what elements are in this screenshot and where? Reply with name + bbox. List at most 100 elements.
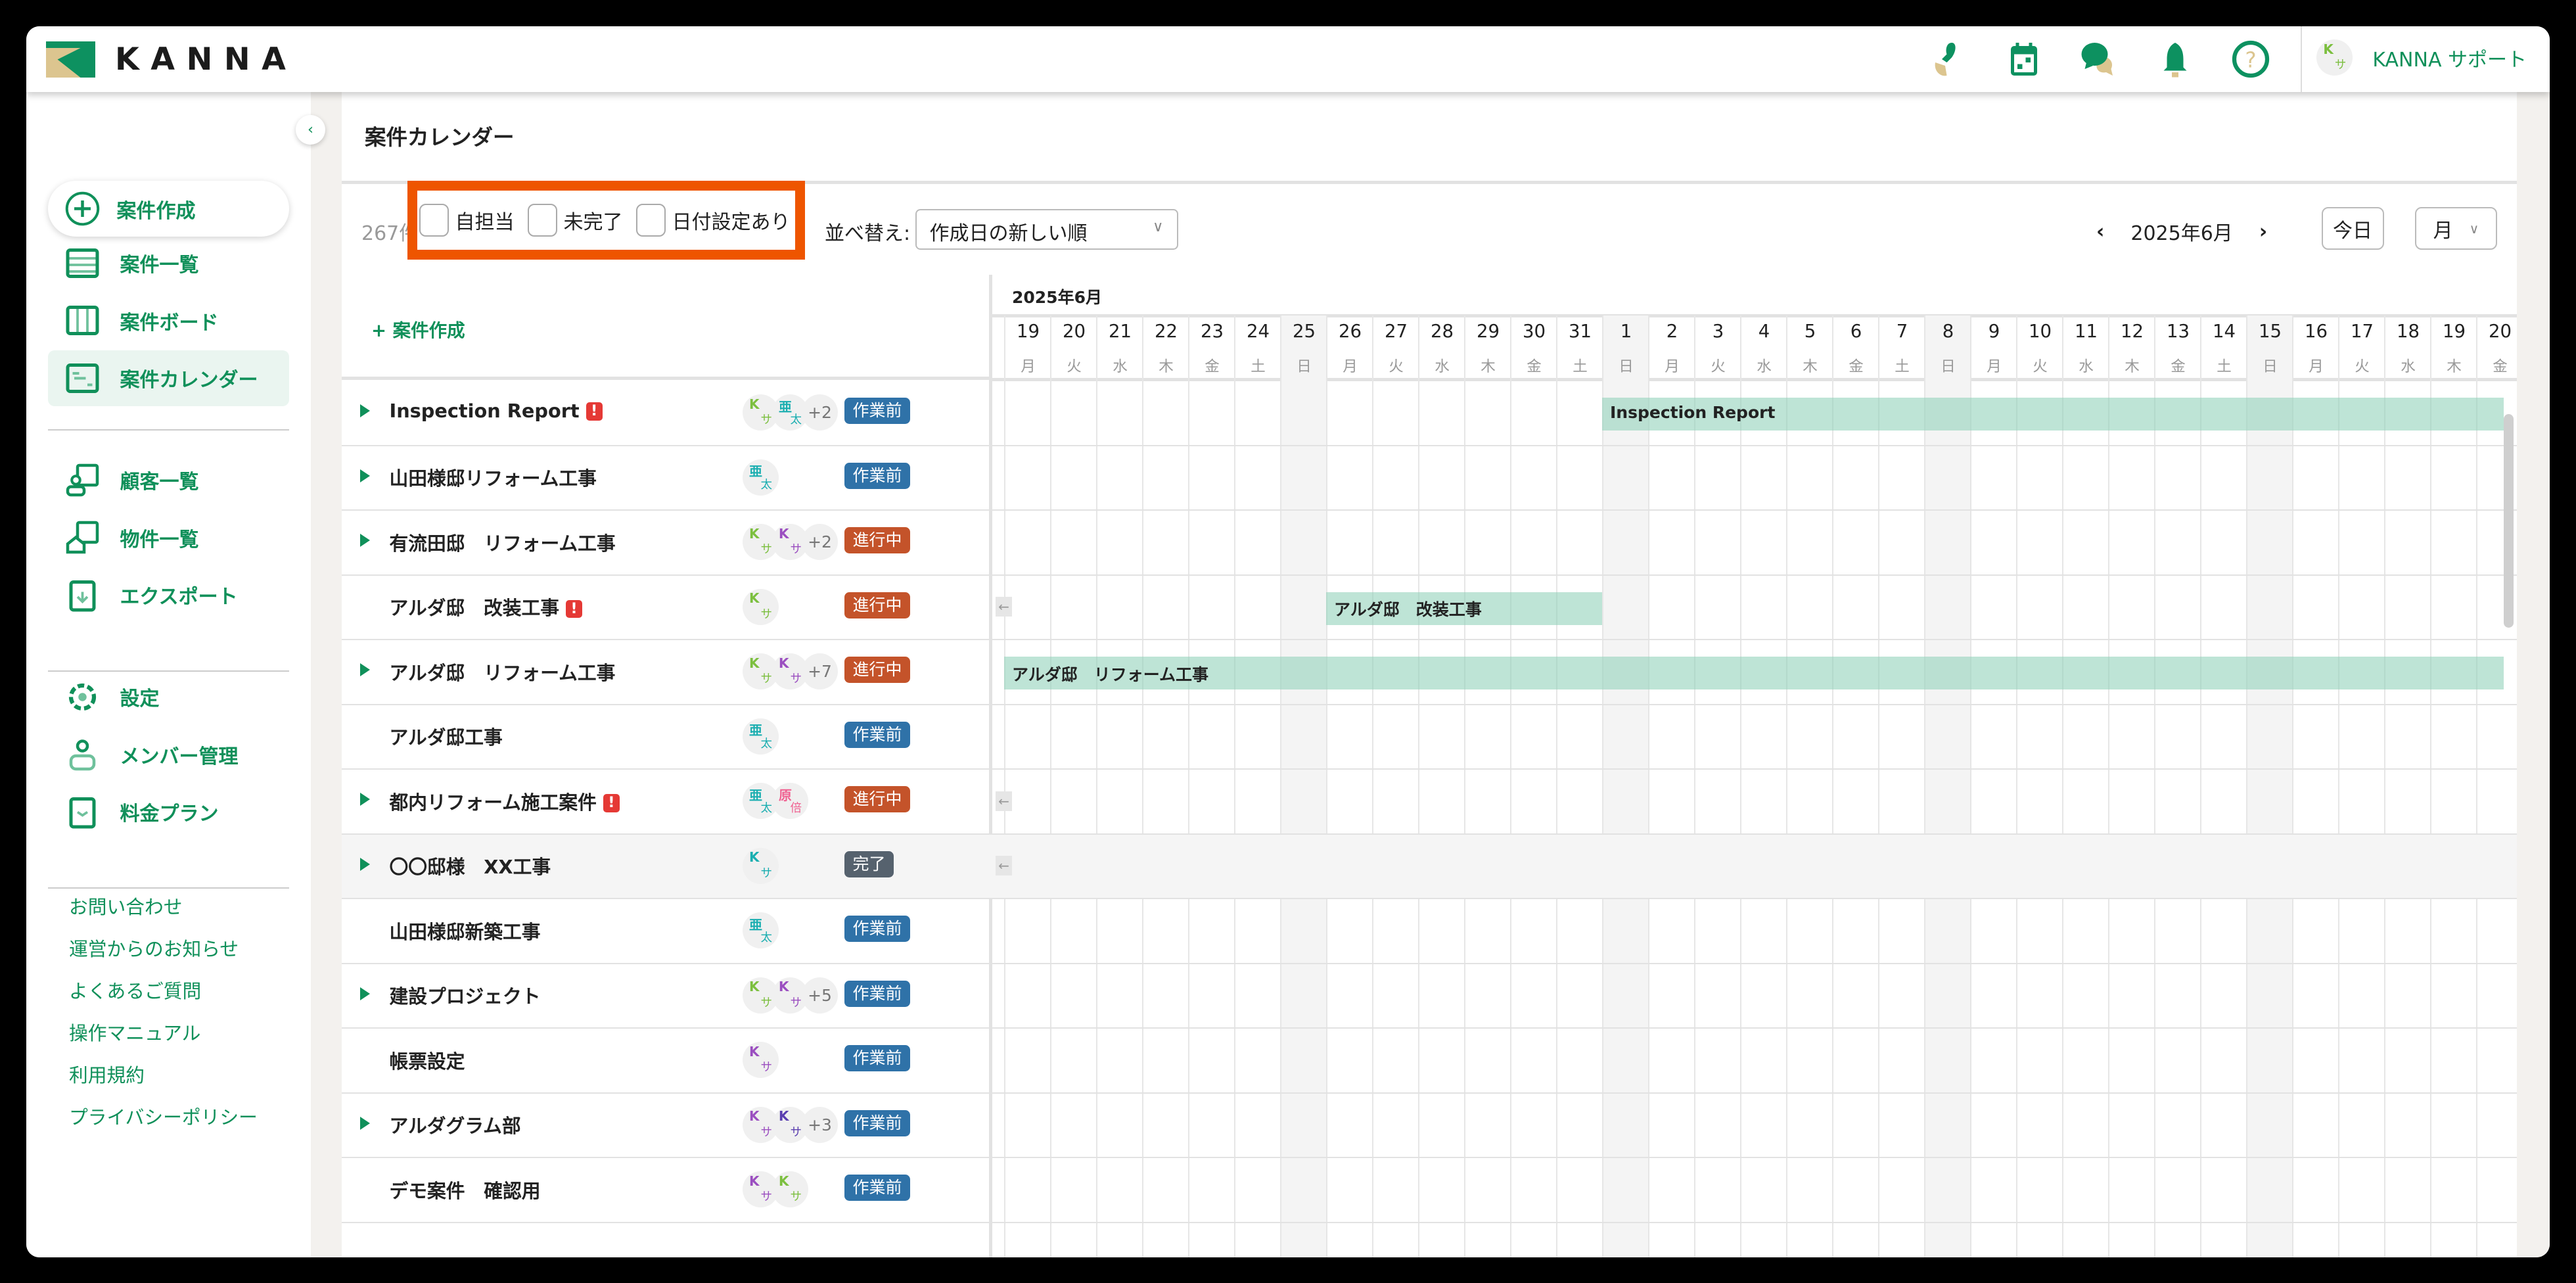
expand-triangle-icon[interactable] <box>359 469 370 482</box>
project-name[interactable]: アルダ邸工事 <box>390 723 503 750</box>
project-row[interactable]: 〇〇邸様 XX工事 K サ 完了 ← <box>342 834 2517 899</box>
project-name[interactable]: 山田様邸新築工事 <box>390 918 541 945</box>
schedule-bar[interactable]: Inspection Report <box>1601 398 2504 431</box>
create-case-button[interactable]: 案件作成 <box>48 181 290 237</box>
project-row[interactable]: アルダグラム部 K サ K サ +3 作業前 <box>342 1094 2517 1158</box>
vertical-scrollbar[interactable] <box>2504 414 2514 628</box>
day-number: 30 <box>1523 320 1546 342</box>
project-row[interactable]: 山田様邸新築工事 亜太 作業前 <box>342 899 2517 964</box>
project-name[interactable]: 山田様邸リフォーム工事 <box>390 464 597 491</box>
avatar-initial: K <box>779 1108 789 1124</box>
calendar-icon <box>66 363 99 393</box>
project-row[interactable]: アルダ邸工事 亜太 作業前 <box>342 705 2517 770</box>
project-row[interactable]: アルダ邸 リフォーム工事 K サ K サ +7 進行中 アルダ邸 リフォーム工事 <box>342 640 2517 705</box>
schedule-bar[interactable]: アルダ邸 リフォーム工事 <box>1003 657 2504 689</box>
logo-text: KANNA <box>115 41 298 78</box>
next-month-button[interactable]: › <box>2259 220 2268 243</box>
project-name[interactable]: 〇〇邸様 XX工事 <box>390 852 551 879</box>
day-number: 19 <box>1017 320 1040 342</box>
day-weekday: 月 <box>1987 358 2002 375</box>
project-name[interactable]: 有流田邸 リフォーム工事 <box>390 529 616 556</box>
project-row[interactable]: アルダ邸 改装工事! K サ 進行中 ← アルダ邸 改装工事 <box>342 576 2517 640</box>
status-badge: 作業前 <box>844 980 911 1007</box>
sort-select[interactable]: 作成日の新しい順 ∨ <box>915 208 1178 250</box>
schedule-bar[interactable]: アルダ邸 改装工事 <box>1325 592 1602 625</box>
sidebar-link[interactable]: よくあるご質問 <box>69 979 202 1002</box>
sidebar-item-plan[interactable]: 料金プラン <box>48 784 290 840</box>
sidebar-link[interactable]: お問い合わせ <box>69 895 183 918</box>
day-number: 16 <box>2305 320 2328 342</box>
help-icon[interactable]: ? <box>2231 39 2270 79</box>
add-case-link[interactable]: + 案件作成 <box>371 320 465 341</box>
expand-triangle-icon[interactable] <box>359 534 370 547</box>
filter-checkbox-incomplete[interactable] <box>527 204 557 237</box>
expand-triangle-icon[interactable] <box>359 404 370 417</box>
stamp-icon[interactable] <box>1929 39 1968 79</box>
expand-triangle-icon[interactable] <box>359 663 370 676</box>
project-row[interactable]: 建設プロジェクト K サ K サ +5 作業前 <box>342 964 2517 1029</box>
project-row[interactable]: Inspection Report! K サ亜太 +2 作業前 Inspection Re… <box>342 381 2517 446</box>
chat-icon[interactable] <box>2080 39 2119 79</box>
project-name[interactable]: アルダグラム部 <box>390 1111 521 1138</box>
avatar-initial: 太 <box>760 737 773 751</box>
project-row[interactable]: 都内リフォーム施工案件! 亜太原倍 進行中 ← <box>342 770 2517 835</box>
kanna-logo[interactable] <box>46 41 95 78</box>
view-select[interactable]: 月 ∨ <box>2415 207 2497 250</box>
sidebar-link[interactable]: プライバシーポリシー <box>69 1106 258 1129</box>
project-name[interactable]: 帳票設定 <box>390 1047 465 1074</box>
avatar-initial: サ <box>790 672 802 686</box>
project-name[interactable]: 建設プロジェクト <box>390 982 541 1009</box>
project-name[interactable]: Inspection Report! <box>390 400 603 422</box>
expand-triangle-icon[interactable] <box>359 1116 370 1130</box>
sidebar-item-member[interactable]: メンバー管理 <box>48 726 290 782</box>
arrow-left-icon[interactable]: ← <box>996 856 1012 875</box>
project-name[interactable]: アルダ邸 改装工事! <box>390 594 582 620</box>
project-name[interactable]: 都内リフォーム施工案件! <box>390 788 620 815</box>
project-row[interactable]: 有流田邸 リフォーム工事 K サ K サ +2 進行中 <box>342 511 2517 576</box>
avatar: 亜太 <box>743 912 779 948</box>
sidebar-link[interactable]: 操作マニュアル <box>69 1021 201 1044</box>
project-name-text: アルダグラム部 <box>389 1115 521 1137</box>
calendar-month-label: 2025年6月 <box>1012 287 1102 307</box>
day-number: 9 <box>1988 320 2000 342</box>
project-row[interactable]: 山田様邸リフォーム工事 亜太 作業前 <box>342 446 2517 511</box>
arrow-left-icon[interactable]: ← <box>996 597 1012 617</box>
avatar-initial: K <box>749 396 760 412</box>
day-weekday: 金 <box>2493 358 2508 375</box>
calendar-icon[interactable] <box>2004 39 2044 79</box>
filter-checkbox-mine[interactable] <box>419 204 449 237</box>
day-weekday: 木 <box>1159 358 1174 375</box>
expand-triangle-icon[interactable] <box>359 857 370 871</box>
member-icon <box>69 739 95 771</box>
day-number: 17 <box>2351 320 2374 342</box>
prev-month-button[interactable]: ‹ <box>2096 220 2105 243</box>
sidebar-link[interactable]: 運営からのお知らせ <box>69 937 239 960</box>
project-name[interactable]: デモ案件 確認用 <box>390 1177 541 1203</box>
project-name-text: 有流田邸 リフォーム工事 <box>389 532 616 555</box>
sidebar-item-customer[interactable]: 顧客一覧 <box>48 452 290 508</box>
sidebar-link[interactable]: 利用規約 <box>69 1063 145 1086</box>
arrow-left-icon[interactable]: ← <box>996 791 1012 811</box>
sidebar-item-gear[interactable]: 設定 <box>48 669 290 725</box>
project-row[interactable]: デモ案件 確認用 K サ K サ作業前 <box>342 1158 2517 1223</box>
expand-triangle-icon[interactable] <box>359 793 370 806</box>
sidebar-item-list[interactable]: 案件一覧 <box>48 235 290 291</box>
day-number: 2 <box>1666 320 1678 342</box>
bell-icon[interactable] <box>2155 39 2195 79</box>
sidebar-item-board[interactable]: 案件ボード <box>48 292 290 348</box>
sidebar-item-export[interactable]: エクスポート <box>48 567 290 623</box>
page-title: 案件カレンダー <box>365 124 515 150</box>
day-number: 11 <box>2075 320 2098 342</box>
day-weekday: 火 <box>1711 358 1726 375</box>
filter-checkbox-has-date[interactable] <box>635 204 666 237</box>
today-button[interactable]: 今日 <box>2321 207 2384 250</box>
sidebar-item-property[interactable]: 物件一覧 <box>48 509 290 565</box>
project-row[interactable]: 帳票設定 K サ 作業前 <box>342 1029 2517 1094</box>
sidebar-item-calendar[interactable]: 案件カレンダー <box>47 350 289 406</box>
project-name[interactable]: アルダ邸 リフォーム工事 <box>390 659 616 686</box>
expand-triangle-icon[interactable] <box>359 987 370 1000</box>
collapse-sidebar-button[interactable]: ‹ <box>296 115 325 145</box>
